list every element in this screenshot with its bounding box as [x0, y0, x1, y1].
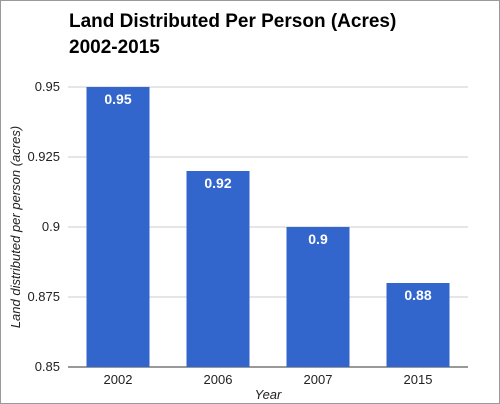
y-tick-label: 0.85 [35, 359, 60, 374]
y-tick-labels: 0.85 0.875 0.9 0.925 0.95 [27, 79, 60, 374]
bars [86, 87, 450, 367]
bar [186, 171, 250, 367]
y-tick-label: 0.95 [35, 79, 60, 94]
y-axis-title: Land distributed per person (acres) [8, 126, 23, 328]
bar [86, 87, 150, 367]
bar [286, 227, 350, 367]
bar-data-label: 0.9 [308, 231, 328, 247]
y-tick-label: 0.875 [27, 289, 60, 304]
x-tick-labels: 2002 2006 2007 2015 [104, 372, 433, 387]
bar [386, 283, 450, 367]
bar-data-labels: 0.95 0.92 0.9 0.88 [104, 91, 431, 303]
chart-title-line2: 2002-2015 [69, 37, 160, 58]
x-tick-label: 2015 [404, 372, 433, 387]
bar-data-label: 0.88 [404, 287, 431, 303]
chart-title-line1: Land Distributed Per Person (Acres) [69, 11, 397, 32]
bar-data-label: 0.95 [104, 91, 131, 107]
x-axis-title: Year [255, 387, 282, 402]
x-tick-label: 2002 [104, 372, 133, 387]
chart-title: Land Distributed Per Person (Acres) 2002… [69, 9, 396, 61]
x-tick-label: 2006 [204, 372, 233, 387]
y-tick-label: 0.9 [42, 219, 60, 234]
bar-data-label: 0.92 [204, 175, 231, 191]
x-tick-label: 2007 [304, 372, 333, 387]
y-tick-label: 0.925 [27, 149, 60, 164]
